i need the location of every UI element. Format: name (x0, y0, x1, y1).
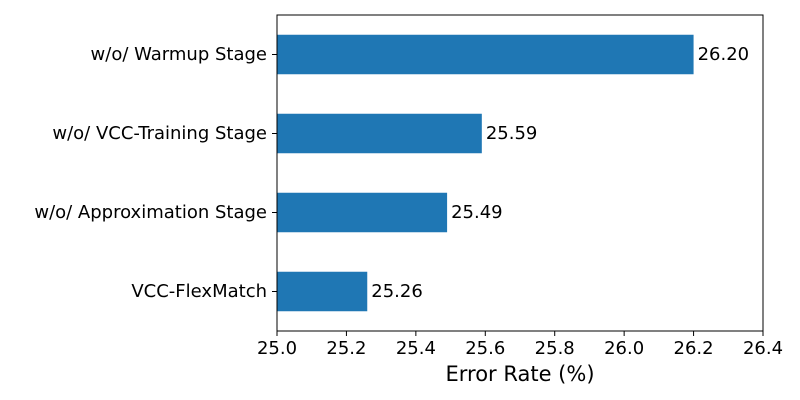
x-tick-label-7: 26.4 (743, 338, 783, 359)
bar-value-label-0: 26.20 (698, 44, 750, 65)
bar-1 (277, 113, 482, 154)
bar-value-label-3: 25.26 (371, 281, 423, 302)
x-tick-label-4: 25.8 (535, 338, 575, 359)
x-tick-label-5: 26.0 (604, 338, 644, 359)
bar-3 (277, 271, 368, 312)
x-tick-label-2: 25.4 (396, 338, 436, 359)
bar-2 (277, 192, 448, 233)
bar-value-label-2: 25.49 (451, 202, 503, 223)
x-tick-label-1: 25.2 (326, 338, 366, 359)
bars-layer (277, 34, 694, 312)
plot-frame (276, 14, 764, 332)
y-tick-label-3: VCC-FlexMatch (131, 281, 267, 302)
y-tick-label-1: w/o/ VCC-Training Stage (52, 123, 267, 144)
x-tick-label-3: 25.6 (465, 338, 505, 359)
x-tick-label-6: 26.2 (674, 338, 714, 359)
x-tick-label-0: 25.0 (257, 338, 297, 359)
bar-0 (277, 34, 694, 75)
y-tick-label-2: w/o/ Approximation Stage (34, 202, 267, 223)
x-axis-title: Error Rate (%) (445, 362, 594, 386)
bar-value-label-1: 25.59 (486, 123, 538, 144)
y-tick-label-0: w/o/ Warmup Stage (91, 44, 267, 65)
axes-layer (272, 14, 764, 336)
labels-layer: 26.20 w/o/ Warmup Stage 25.59 w/o/ VCC-Trai… (34, 44, 783, 359)
